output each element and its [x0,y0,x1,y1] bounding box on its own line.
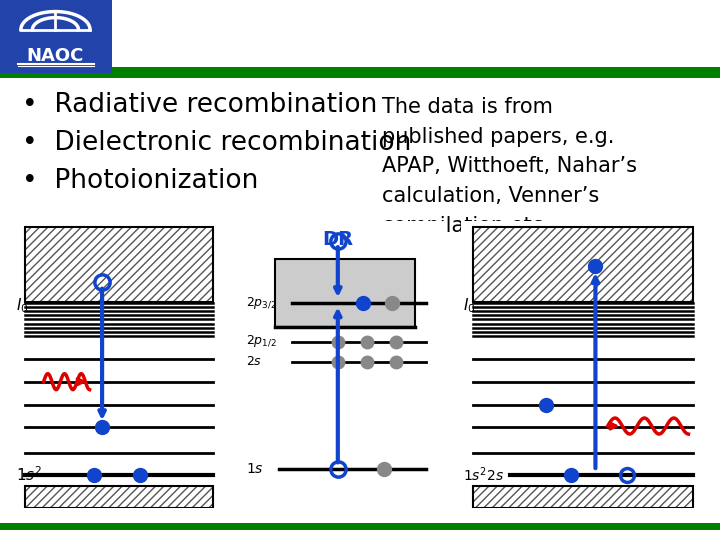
Text: $I_0$: $I_0$ [17,296,29,315]
Text: $1s^2 2s$: $1s^2 2s$ [463,465,504,484]
Text: •  Photoionization: • Photoionization [22,168,258,194]
Bar [24,486,213,508]
Bar [275,259,415,327]
Bar [0,523,720,530]
Bar [0,73,720,78]
Bar [24,486,213,508]
Text: •  Dielectronic recombination: • Dielectronic recombination [22,130,411,156]
Text: $2p_{3/2}$: $2p_{3/2}$ [246,295,276,310]
Text: NAOC: NAOC [27,46,84,65]
Bar [473,486,693,508]
Bar [24,227,213,301]
Text: DR: DR [323,230,354,249]
Bar [473,227,693,301]
Text: $I_0$: $I_0$ [463,296,476,315]
Text: The data is from
published papers, e.g.
APAP, Witthoeft, Nahar’s
calculation, Ve: The data is from published papers, e.g. … [382,97,636,235]
Text: $1s$: $1s$ [246,462,264,476]
Bar [473,227,693,301]
Text: $2p_{1/2}$: $2p_{1/2}$ [246,334,276,349]
Bar [24,227,213,301]
Text: •  Radiative recombination: • Radiative recombination [22,92,377,118]
Text: $2s$: $2s$ [246,355,262,368]
Bar [0,0,112,73]
Text: $1s^2$: $1s^2$ [17,465,42,484]
Bar [112,67,720,77]
Bar [473,486,693,508]
